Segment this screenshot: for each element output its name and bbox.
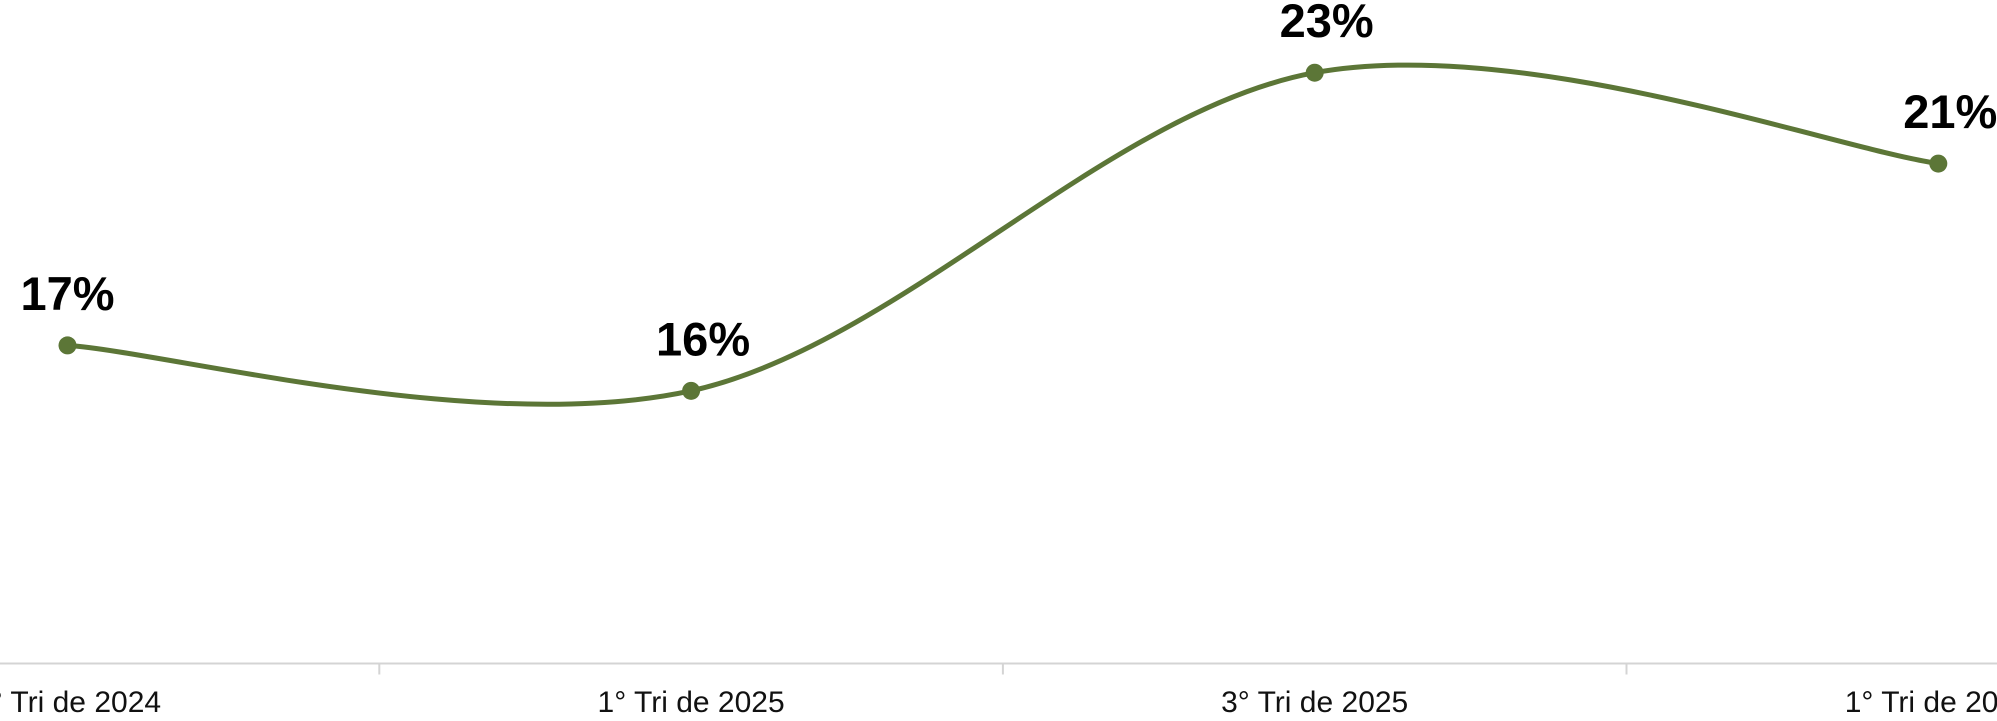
- data-label: 21%: [1903, 85, 1997, 138]
- point: [1305, 63, 1324, 82]
- line: [67, 62, 1939, 407]
- point: [1929, 154, 1948, 173]
- point: [58, 336, 77, 355]
- data-label: 23%: [1280, 0, 1374, 47]
- x-tick-label: 3° Tri de 2025: [1221, 686, 1408, 719]
- x-tick-label: 1° Tri de 2026: [1845, 686, 1997, 719]
- point: [682, 381, 701, 400]
- x-tick-label: 1° Tri de 2025: [598, 686, 785, 719]
- data-label: 17%: [20, 267, 114, 320]
- data-label: 16%: [656, 312, 750, 365]
- x-tick-label: 3° Tri de 2024: [0, 686, 161, 719]
